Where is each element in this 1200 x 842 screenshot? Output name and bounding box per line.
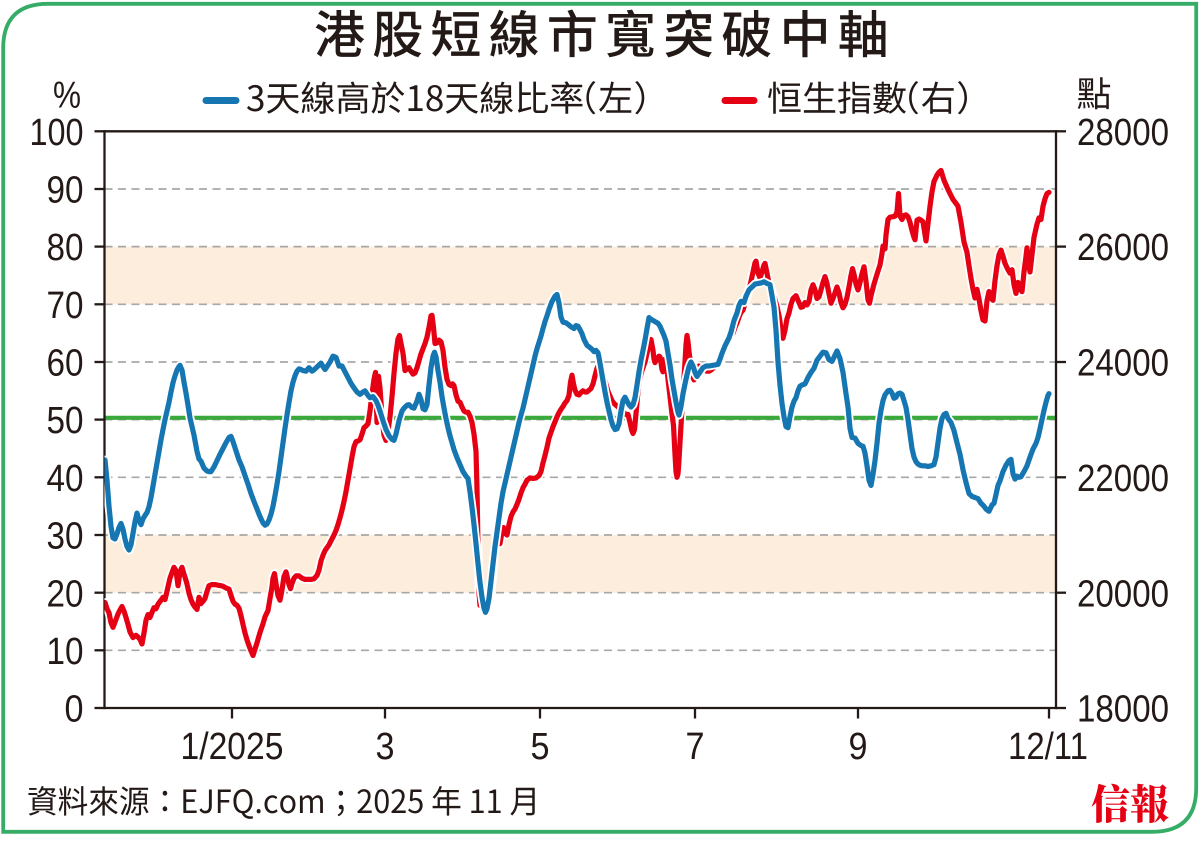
svg-text:20000: 20000 — [1077, 573, 1169, 615]
svg-text:%: % — [53, 75, 81, 117]
svg-text:40: 40 — [47, 458, 84, 500]
svg-text:50: 50 — [47, 400, 84, 442]
svg-text:100: 100 — [30, 112, 84, 154]
svg-text:70: 70 — [47, 285, 84, 327]
svg-text:10: 10 — [47, 631, 84, 673]
svg-text:26000: 26000 — [1077, 227, 1169, 269]
svg-text:7: 7 — [686, 726, 705, 768]
svg-text:22000: 22000 — [1077, 458, 1169, 500]
svg-text:28000: 28000 — [1077, 112, 1169, 154]
svg-text:90: 90 — [47, 170, 84, 212]
svg-text:20: 20 — [47, 573, 84, 615]
svg-text:80: 80 — [47, 227, 84, 269]
svg-text:60: 60 — [47, 343, 84, 385]
svg-text:24000: 24000 — [1077, 343, 1169, 385]
svg-text:5: 5 — [531, 726, 550, 768]
svg-text:3: 3 — [376, 726, 395, 768]
svg-text:1/2025: 1/2025 — [181, 726, 284, 768]
svg-text:18000: 18000 — [1077, 689, 1169, 731]
svg-text:9: 9 — [849, 726, 868, 768]
svg-text:12/11: 12/11 — [1008, 726, 1088, 768]
svg-text:30: 30 — [47, 516, 84, 558]
svg-text:0: 0 — [65, 689, 84, 731]
